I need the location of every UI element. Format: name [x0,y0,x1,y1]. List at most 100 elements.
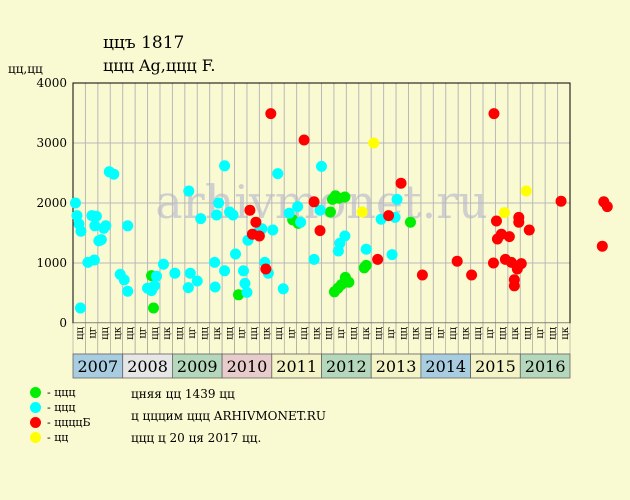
quarter-label: цц [324,326,335,339]
data-point [150,270,162,282]
year-cell [72,353,124,379]
quarter-label: цг [485,327,496,339]
data-point [451,255,463,267]
data-point [308,253,320,265]
year-label: 2015 [475,357,516,376]
quarter-label: цг [386,327,397,339]
y-tick-label: 4000 [36,76,67,90]
data-point [265,108,277,120]
data-point [230,248,242,260]
year-label: 2009 [177,357,218,376]
quarter-label: цк [411,326,422,339]
data-point [488,108,500,120]
data-point [272,168,284,180]
y-tick-label: 3000 [36,136,67,150]
quarter-label: цц [274,326,285,339]
quarter-label: цк [112,326,123,339]
data-point [343,276,355,288]
source-note: ц цццим ццц ARHIVMONET.RU [131,409,326,423]
legend-swatch [30,387,41,398]
data-point [314,204,326,216]
data-point [314,225,326,237]
data-point [487,257,499,269]
data-point [292,201,304,213]
data-point [219,265,231,277]
data-point [360,243,372,255]
y-axis-unit: цц,цц [8,62,43,76]
quarter-label: цк [560,326,571,339]
quarter-label: цг [88,327,99,339]
data-point [368,137,380,149]
quarter-label: цк [510,326,521,339]
data-point [298,134,310,146]
price-scatter-chart: arhivmonet.ru01000200030004000цццгцццкцц… [36,76,613,379]
year-label: 2013 [376,357,417,376]
quarter-label: цц [224,326,235,339]
quarter-label: цц [448,326,459,339]
quarter-label: цц [75,326,86,339]
quarter-label: цг [535,327,546,339]
data-point [308,196,320,208]
data-point [503,231,515,243]
data-point [520,185,532,197]
data-point [372,253,384,265]
data-point [195,213,207,225]
quarter-label: цц [175,326,186,339]
quarter-label: цг [187,327,198,339]
data-point [316,160,327,172]
quarter-label: цц [349,326,360,339]
data-point [89,220,101,232]
year-label: 2010 [227,357,268,376]
quarter-label: цк [311,326,322,339]
quarter-label: цц [523,326,534,339]
quarter-label: цц [125,326,136,339]
data-point [209,281,221,293]
data-point [244,204,256,216]
data-point [157,258,169,270]
data-point [466,269,478,281]
legend-item: - ццццБ [30,415,91,430]
data-point [211,209,223,221]
average-price-note: цняя цц 1439 цц [131,387,235,401]
data-point [108,168,120,180]
data-point [219,160,231,172]
quarter-label: цг [436,327,447,339]
year-label: 2011 [276,357,317,376]
data-point [183,185,195,197]
data-point [404,216,416,228]
data-point [95,234,107,246]
y-tick-label: 0 [59,316,67,330]
year-cell [271,353,322,379]
quarter-label: цц [100,326,111,339]
legend-label: - цц [47,431,69,444]
data-point [391,193,403,205]
legend-label: - ццццБ [47,416,91,429]
data-point [267,224,279,236]
data-point [339,230,351,242]
data-point [508,280,520,292]
legend-label: - ццц [47,386,76,399]
date-note: ццц ц 20 ця 2017 цц. [131,431,262,445]
data-point [191,275,203,287]
quarter-label: цг [336,327,347,339]
data-point [383,210,395,222]
quarter-label: цц [249,326,260,339]
data-point [241,286,253,298]
legend-swatch [30,432,41,443]
quarter-label: цц [547,326,558,339]
quarter-label: цк [262,326,273,339]
data-point [250,216,262,228]
y-tick-label: 2000 [36,196,67,210]
data-point [148,302,160,314]
data-point [213,197,225,209]
data-point [122,220,134,232]
data-point [69,197,81,209]
y-tick-label: 1000 [36,256,67,270]
data-point [90,210,102,222]
year-cell [171,353,223,379]
data-point [260,263,272,275]
quarter-label: цк [361,326,372,339]
data-point [239,277,251,289]
data-point [295,216,307,228]
quarter-label: цк [460,326,471,339]
